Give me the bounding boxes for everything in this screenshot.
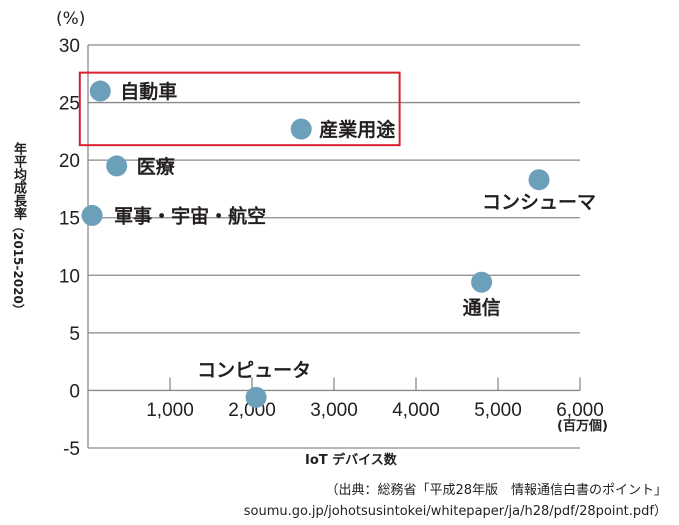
y-tick-label: 25 [59, 94, 80, 115]
point-label: 軍事・宇宙・航空 [114, 204, 266, 227]
data-point [528, 169, 550, 191]
data-point [106, 155, 128, 177]
data-point [81, 204, 103, 226]
highlight-box [78, 71, 401, 147]
data-point [89, 80, 111, 102]
point-label: コンピュータ [197, 359, 311, 381]
point-label: 医療 [137, 155, 176, 178]
highlight-rect [78, 71, 401, 147]
x-tick-label: 3,000 [310, 400, 358, 421]
y-tick-label: -5 [63, 439, 80, 460]
y-tick-label: 15 [59, 209, 80, 230]
point-label: 自動車 [120, 80, 177, 103]
y-axis-label-main: 年平均成長率 [11, 142, 26, 220]
source-line-2: soumu.go.jp/johotsusintokei/whitepaper/j… [243, 504, 667, 519]
x-tick-label: 4,000 [392, 400, 440, 421]
x-tick-label: 6,000 [556, 400, 604, 421]
x-axis-label: IoT デバイス数 [305, 452, 398, 468]
y-tick-label: 0 [69, 381, 80, 402]
y-tick-label: 5 [69, 324, 80, 345]
data-points [81, 80, 550, 408]
point-label: コンシューマ [482, 192, 596, 214]
tick-labels: -5 0 5 10 15 20 25 30 1,000 2,000 3,000 4,000 5,000 6… [59, 36, 604, 460]
y-tick-label: 10 [59, 266, 80, 287]
source-line-1: （出典：総務省「平成28年版 情報通信白書のポイント」 [325, 483, 667, 498]
data-point [471, 271, 493, 293]
x-tick-label: 5,000 [474, 400, 522, 421]
y-axis-label-sub: （2015-2020） [11, 220, 25, 316]
y-tick-label: 20 [59, 151, 80, 172]
x-tick-label: 2,000 [228, 400, 276, 421]
point-label: 産業用途 [319, 118, 396, 141]
y-tick-label: 30 [59, 36, 80, 57]
data-point [290, 118, 312, 140]
data-point [245, 386, 267, 408]
y-axis-label: 年平均成長率（2015-2020） [8, 142, 28, 316]
x-tick-label: 1,000 [146, 400, 194, 421]
point-label: 通信 [463, 296, 501, 319]
x-unit-label: (百万個) [557, 418, 608, 434]
y-unit-label: (%) [56, 9, 85, 29]
axes [87, 45, 581, 448]
